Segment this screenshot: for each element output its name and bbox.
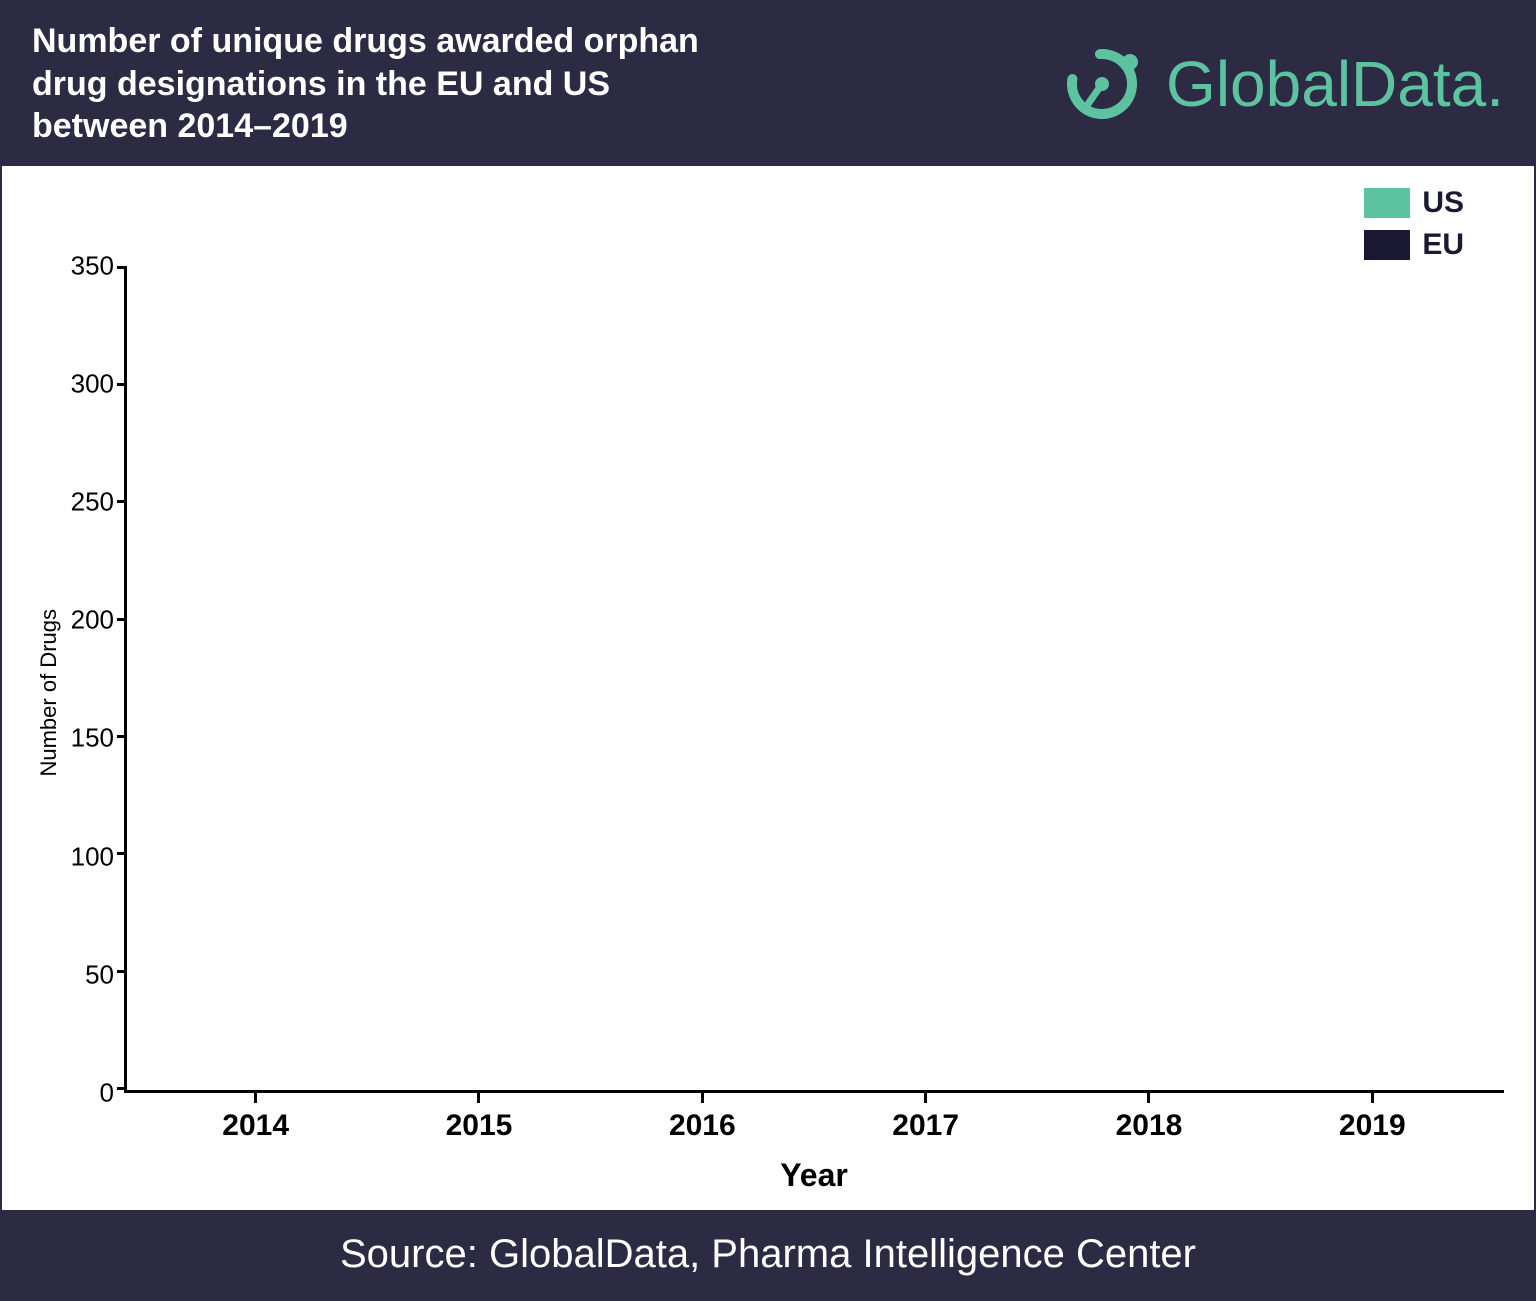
y-tick-label: 250 <box>71 486 114 517</box>
legend-swatch-eu <box>1364 230 1410 260</box>
x-tick-label: 2018 <box>1037 1109 1260 1143</box>
chart-container: US EU Number of Drugs 350 300 250 200 150 100… <box>2 166 1534 1211</box>
y-tick-label: 0 <box>100 1078 114 1109</box>
chart-legend: US EU <box>1364 186 1464 262</box>
y-tick-label: 200 <box>71 605 114 636</box>
x-tick-label: 2017 <box>814 1109 1037 1143</box>
chart-body: Number of Drugs 350300250200150100500 20… <box>32 266 1504 1201</box>
legend-item-us: US <box>1364 186 1464 220</box>
y-tick-label: 150 <box>71 723 114 754</box>
header-bar: Number of unique drugs awarded orphan dr… <box>2 2 1534 166</box>
x-axis-label: Year <box>66 1143 1504 1200</box>
y-tick-label: 50 <box>85 959 114 990</box>
x-tick-label: 2016 <box>591 1109 814 1143</box>
y-tick-label: 350 <box>71 250 114 281</box>
chart-title: Number of unique drugs awarded orphan dr… <box>32 20 732 148</box>
y-axis-ticks: 350300250200150100500 <box>66 266 124 1094</box>
x-tick-label: 2014 <box>144 1109 367 1143</box>
legend-label-us: US <box>1422 186 1464 220</box>
brand-logo: GlobalData. <box>1052 34 1504 134</box>
legend-swatch-us <box>1364 188 1410 218</box>
source-footer: Source: GlobalData, Pharma Intelligence … <box>2 1210 1534 1299</box>
globaldata-logo-icon <box>1052 34 1152 134</box>
x-tick-label: 2019 <box>1261 1109 1484 1143</box>
x-tick-label: 2015 <box>367 1109 590 1143</box>
plot-area <box>124 266 1504 1094</box>
legend-item-eu: EU <box>1364 228 1464 262</box>
legend-label-eu: EU <box>1422 228 1464 262</box>
x-axis-ticks: 201420152016201720182019 <box>124 1103 1504 1143</box>
y-tick-label: 300 <box>71 368 114 399</box>
y-tick-label: 100 <box>71 841 114 872</box>
brand-logo-text: GlobalData. <box>1166 47 1504 121</box>
y-axis-label: Number of Drugs <box>32 609 66 777</box>
